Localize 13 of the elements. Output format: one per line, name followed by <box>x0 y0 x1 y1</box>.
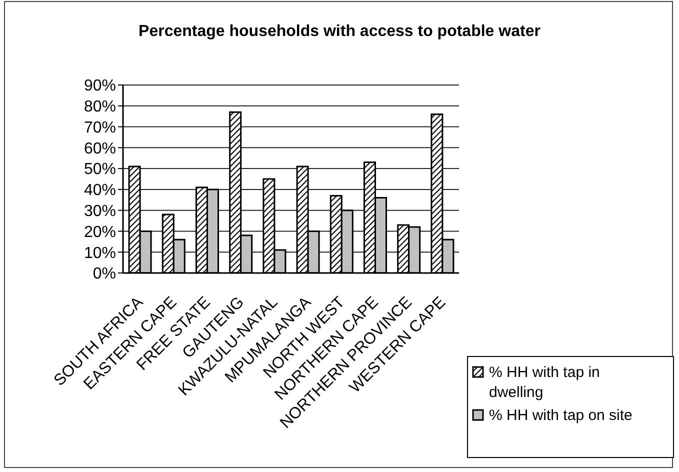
y-tick-label: 50% <box>84 161 116 178</box>
legend-label: % HH with tap on site <box>489 406 634 426</box>
y-tick-label: 30% <box>84 203 116 220</box>
y-tick-label: 60% <box>84 140 116 158</box>
y-tick-label: 40% <box>84 182 116 200</box>
chart-title: Percentage households with access to potable water <box>138 23 542 41</box>
legend-label: % HH with tap in dwelling <box>489 363 601 403</box>
y-tick-label: 90% <box>84 78 116 95</box>
y-tick-label: 0% <box>92 266 116 283</box>
y-tick-label: 80% <box>84 98 116 116</box>
y-tick-label: 70% <box>84 119 116 136</box>
y-tick-label: 10% <box>84 244 116 262</box>
y-tick-label: 20% <box>84 224 116 241</box>
